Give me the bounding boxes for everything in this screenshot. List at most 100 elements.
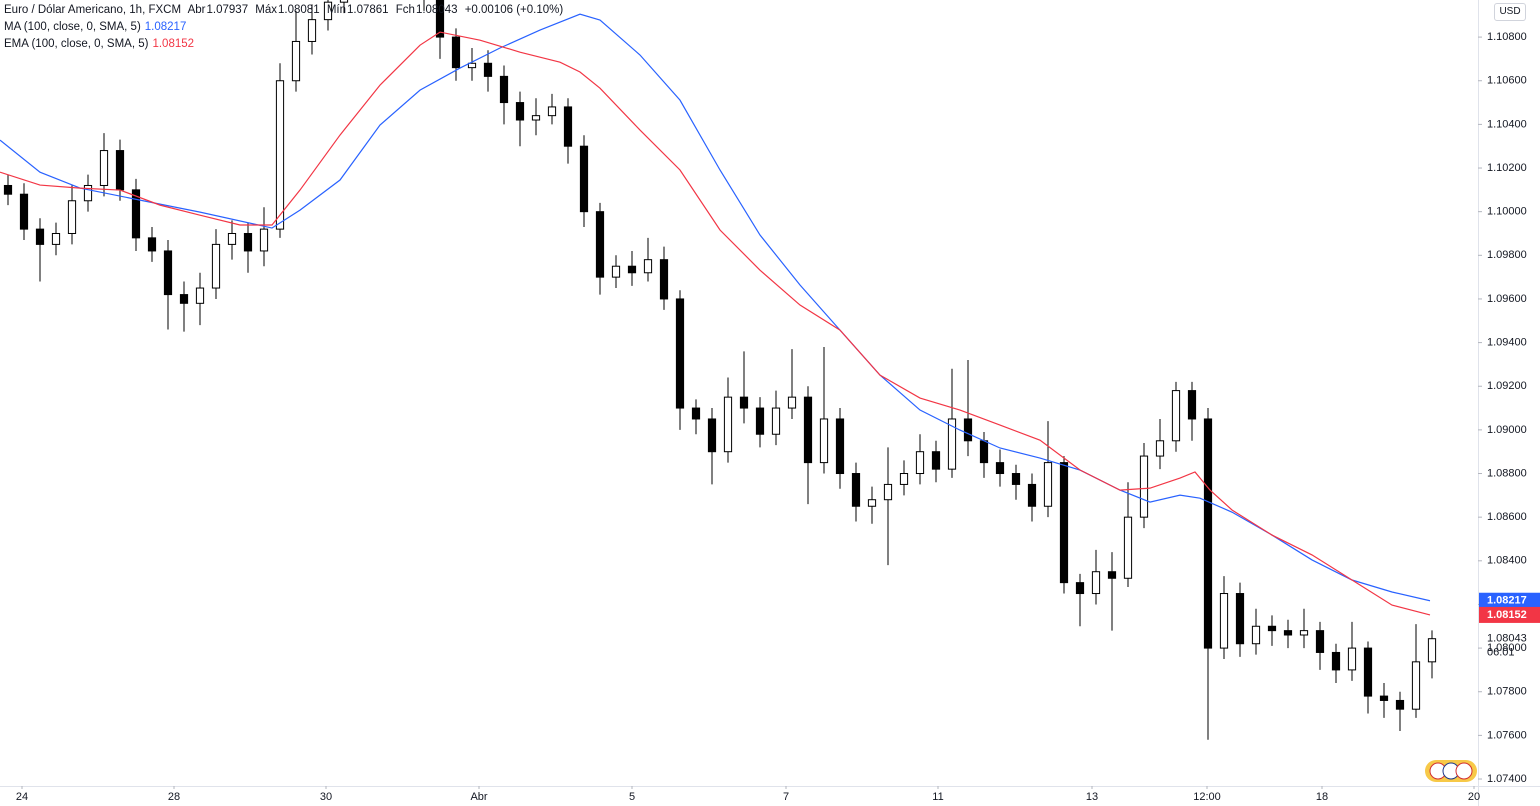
candle-body [435, 0, 445, 38]
candle-body [147, 237, 157, 252]
candle-body [19, 193, 29, 230]
currency-button[interactable]: USD [1494, 3, 1526, 21]
candle-body [675, 298, 685, 409]
axes: 1.074001.076001.078001.080001.082001.084… [16, 31, 1540, 803]
candle-body [579, 145, 589, 213]
candle-body [115, 150, 125, 191]
candle-body [1011, 473, 1021, 485]
candle-body [1219, 593, 1229, 649]
candle-body [131, 189, 141, 239]
candle-body [163, 250, 173, 296]
x-tick-label: 24 [16, 791, 28, 803]
x-tick-label: 18 [1316, 791, 1328, 803]
candle-body [627, 265, 637, 274]
y-tick-label: 1.10400 [1487, 118, 1527, 130]
legend-ema[interactable]: EMA (100, close, 0, SMA, 5) 1.08152 [4, 36, 567, 53]
y-tick-label: 1.07400 [1487, 773, 1527, 785]
x-tick-label: 5 [629, 791, 635, 803]
candle-body [1043, 462, 1053, 507]
candle-body [211, 243, 221, 289]
candle-body [499, 75, 509, 104]
candle-body [1347, 647, 1357, 671]
candle-body [1171, 390, 1181, 442]
candle-body [1187, 390, 1197, 420]
candle-body [659, 259, 669, 300]
indicator-line [0, 13, 1431, 602]
price-label: 1.08217 [1487, 595, 1527, 607]
candle-body [851, 473, 861, 507]
candle-body [995, 462, 1005, 475]
x-tick-label: 7 [783, 791, 789, 803]
candle-body [291, 40, 301, 82]
candle-body [1315, 630, 1325, 653]
candle-body [835, 418, 845, 475]
x-tick-label: Abr [470, 791, 487, 803]
candle-body [1027, 483, 1037, 507]
y-tick-label: 1.08000 [1487, 642, 1527, 654]
legend-main: Euro / Dólar Americano, 1h, FXCM Abr 1.07… [4, 2, 567, 19]
ohlc-label: Fch [395, 4, 415, 16]
candle-body [1235, 593, 1245, 645]
candle-body [467, 62, 477, 69]
candle-body [915, 451, 925, 475]
candle-body [595, 211, 605, 278]
candle-body [1203, 418, 1213, 649]
candle-body [547, 106, 557, 117]
candle-body [1267, 625, 1277, 632]
candle-body [1363, 647, 1373, 697]
ohlc-value: 1.07861 [346, 4, 389, 16]
candle-body [1411, 661, 1421, 710]
candle-body [963, 418, 973, 442]
candle-body [531, 115, 541, 121]
y-tick-label: 1.09600 [1487, 293, 1527, 305]
y-tick-label: 1.08800 [1487, 467, 1527, 479]
ohlc-label: Mín [326, 4, 346, 16]
candle-body [979, 440, 989, 464]
candle-body [803, 396, 813, 464]
candle-body [35, 228, 45, 245]
candle-body [899, 473, 909, 485]
y-tick-label: 1.07600 [1487, 729, 1527, 741]
candle-body [947, 418, 957, 470]
y-tick-label: 1.09200 [1487, 380, 1527, 392]
candle-body [1155, 440, 1165, 457]
x-tick-label: 30 [320, 791, 332, 803]
candle-body [819, 418, 829, 464]
y-tick-label: 1.08600 [1487, 511, 1527, 523]
candle-body [787, 396, 797, 409]
candle-body [179, 294, 189, 304]
candle-body [99, 150, 109, 186]
candle-body [883, 483, 893, 501]
candle-body [67, 200, 77, 234]
candle-body [259, 228, 269, 252]
candle-body [739, 396, 749, 409]
symbol-title: Euro / Dólar Americano, 1h, FXCM [4, 4, 182, 16]
countdown: 06:01 [1487, 647, 1515, 659]
candle-body [83, 184, 93, 202]
candle-body [1107, 571, 1117, 579]
x-tick-label: 13 [1086, 791, 1098, 803]
candle-body [1059, 462, 1069, 584]
candle-body [931, 451, 941, 470]
candle-body [755, 407, 765, 435]
x-tick-label: 12:00 [1193, 791, 1221, 803]
candle-body [1283, 630, 1293, 636]
price-label-box [1479, 592, 1540, 609]
candle-body [1379, 695, 1389, 701]
last-price-label: 1.08043 [1487, 633, 1527, 645]
price-label-box [1479, 606, 1540, 623]
y-tick-label: 1.09800 [1487, 249, 1527, 261]
ohlc-label: Abr [187, 4, 206, 16]
candle-body [227, 232, 237, 245]
legend-ma[interactable]: MA (100, close, 0, SMA, 5) 1.08217 [4, 19, 567, 36]
candle-body [323, 1, 333, 21]
y-tick-label: 1.08400 [1487, 555, 1527, 567]
candle-body [307, 19, 317, 42]
candle-body [51, 232, 61, 245]
candle-body [195, 287, 205, 304]
candle-body [1299, 630, 1309, 636]
y-tick-label: 1.09400 [1487, 336, 1527, 348]
candle-body [691, 407, 701, 420]
